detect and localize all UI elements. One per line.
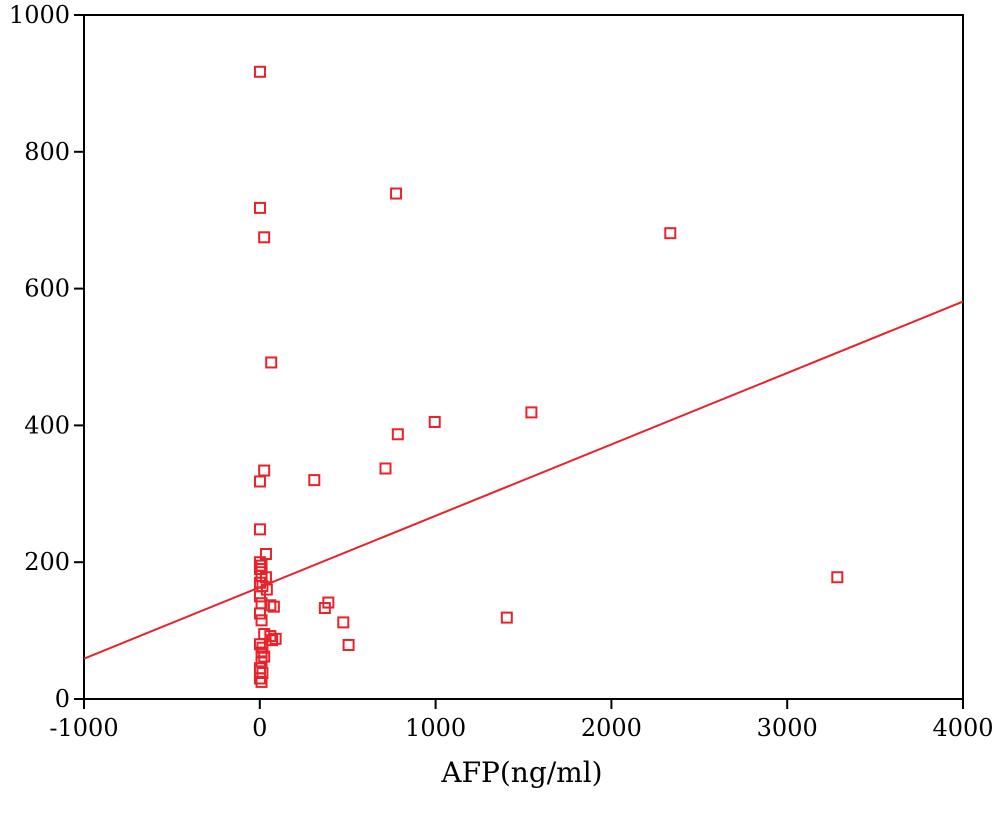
y-tick-label: 600 — [24, 275, 70, 303]
data-point — [266, 634, 279, 647]
data-point — [253, 638, 266, 651]
y-tick-label: 1000 — [9, 1, 70, 29]
data-point — [255, 614, 268, 627]
data-points — [253, 65, 844, 688]
data-point — [525, 406, 538, 419]
data-point — [267, 600, 280, 613]
data-point — [500, 611, 513, 624]
y-tick-label: 800 — [24, 138, 70, 166]
x-tick-label: 1000 — [405, 714, 466, 742]
data-point — [269, 632, 282, 645]
data-point — [318, 602, 331, 615]
x-tick-label: -1000 — [49, 714, 118, 742]
regression-line — [83, 300, 964, 660]
y-tick-label: 400 — [24, 411, 70, 439]
data-point — [260, 583, 273, 596]
data-point — [253, 523, 266, 536]
data-point — [664, 227, 677, 240]
data-point — [253, 607, 266, 620]
data-point — [342, 638, 355, 651]
data-point — [308, 474, 321, 487]
y-tick-label: 200 — [24, 548, 70, 576]
y-tick-label: 0 — [55, 685, 70, 713]
data-point — [253, 576, 266, 589]
data-point — [258, 464, 271, 477]
data-point — [255, 675, 268, 688]
data-point — [253, 201, 266, 214]
x-tick-label: 4000 — [932, 714, 993, 742]
data-point — [265, 356, 278, 369]
data-point — [337, 616, 350, 629]
data-point — [264, 599, 277, 612]
data-point — [253, 65, 266, 78]
data-point — [831, 571, 844, 584]
data-point — [391, 428, 404, 441]
data-point — [253, 590, 266, 603]
data-point — [259, 547, 272, 560]
x-tick-label: 2000 — [581, 714, 642, 742]
data-point — [255, 655, 268, 668]
data-point — [253, 475, 266, 488]
plot-frame — [83, 14, 964, 700]
data-point — [253, 672, 266, 685]
data-point — [379, 462, 392, 475]
data-point — [428, 415, 441, 428]
x-tick-label: 3000 — [757, 714, 818, 742]
data-point — [390, 187, 403, 200]
x-tick-label: 0 — [252, 714, 267, 742]
regression-line-group — [83, 300, 964, 660]
x-axis-title: AFP(ng/ml) — [440, 756, 602, 789]
data-point — [258, 231, 271, 244]
